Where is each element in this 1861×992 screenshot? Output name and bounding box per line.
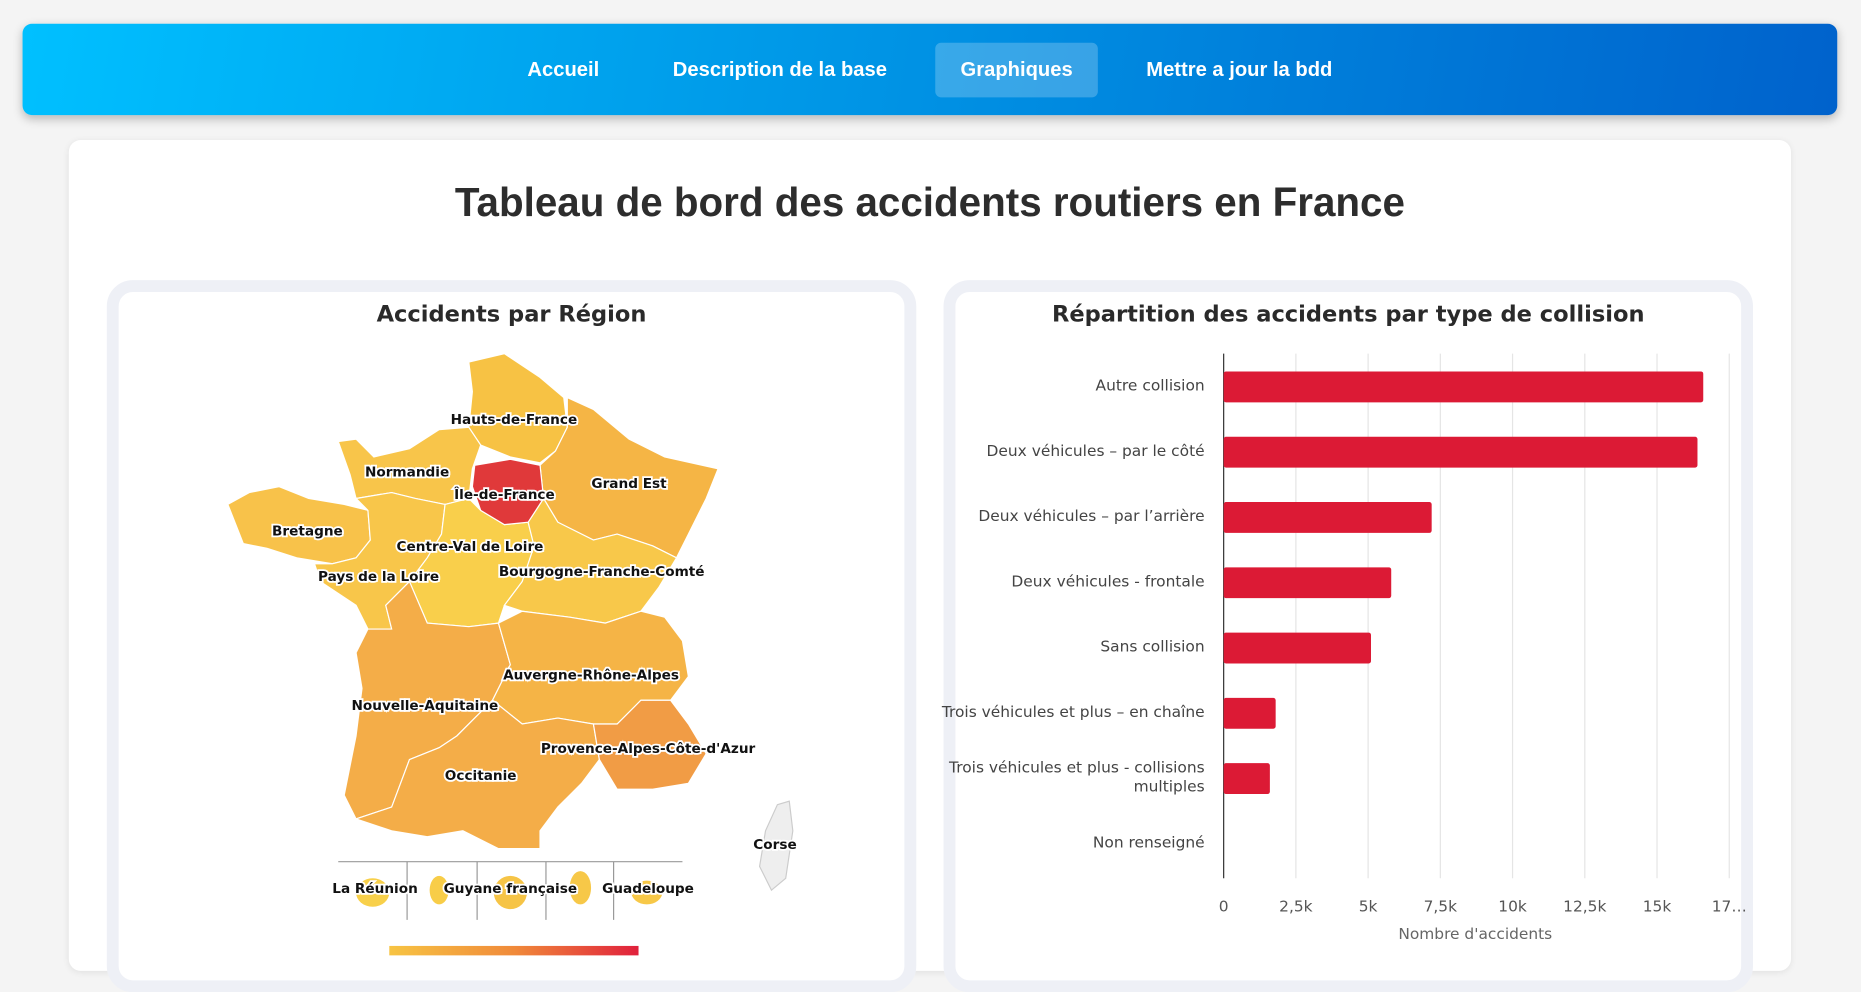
bar xyxy=(1223,567,1392,599)
island xyxy=(631,880,663,905)
category-label: Deux véhicules - frontale xyxy=(1011,573,1205,592)
bar xyxy=(1223,632,1371,664)
region-label: Nouvelle-Aquitaine xyxy=(351,698,498,714)
x-tick-label: 7,5k xyxy=(1424,898,1458,916)
bar xyxy=(1223,763,1270,795)
nav-link[interactable]: Mettre a jour la bdd xyxy=(1146,57,1333,81)
island xyxy=(493,875,527,910)
category-label: Autre collision xyxy=(1095,377,1205,396)
graphics: Accidents par Région Répartition des acc… xyxy=(227,302,1747,956)
x-tick-label: 15k xyxy=(1643,898,1672,916)
region-label: La Réunion xyxy=(332,881,417,897)
x-tick-label: 17… xyxy=(1712,898,1747,916)
category-label: Trois véhicules et plus - collisions mul… xyxy=(949,759,1205,797)
category-label: Non renseigné xyxy=(1092,834,1205,853)
region xyxy=(468,353,568,464)
region xyxy=(471,458,545,526)
region-label: Bourgogne-Franche-Comté xyxy=(499,564,705,580)
color-legend xyxy=(389,945,639,956)
region-labels: Hauts-de-France Normandie Île-de-France … xyxy=(270,410,798,898)
region-label: Pays de la Loire xyxy=(318,569,439,585)
category-label: Sans collision xyxy=(1100,638,1205,657)
x-tick-label: 2,5k xyxy=(1279,898,1313,916)
body: {"nav": {"items": ["Accueil", "Descripti… xyxy=(22,23,1838,992)
region xyxy=(758,800,794,892)
x-tick-label: 5k xyxy=(1359,898,1378,916)
x-tick-label: 0 xyxy=(1219,898,1229,916)
nav-link[interactable]: Accueil xyxy=(527,57,600,81)
chart-title: Répartition des accidents par type de co… xyxy=(1052,302,1645,328)
region-label: Guyane française xyxy=(444,881,577,897)
navbar: Accueil Description de la base Graphiques M… xyxy=(22,23,1838,116)
map-title: Accidents par Région xyxy=(377,302,647,328)
region xyxy=(592,699,707,790)
map xyxy=(227,353,794,892)
region-label: Centre-Val de Loire xyxy=(397,539,544,555)
page: Tableau de bord html, body { margin: 0; … xyxy=(22,23,1838,992)
x-tick-label: 12,5k xyxy=(1563,898,1606,916)
region xyxy=(503,497,678,624)
stage: Accueil Description de la base Graphiques M… xyxy=(22,23,1838,992)
x-tick-label: 10k xyxy=(1498,898,1527,916)
bar xyxy=(1223,436,1698,468)
bar xyxy=(1223,502,1432,533)
region-label: Île-de-France xyxy=(454,485,555,503)
region-label: Hauts-de-France xyxy=(451,412,578,428)
category-label: Trois véhicules et plus – en chaîne xyxy=(941,703,1205,722)
category-label: Deux véhicules – par l’arrière xyxy=(978,507,1205,526)
inset-frame xyxy=(338,861,683,920)
category-label: Deux véhicules – par le côté xyxy=(986,442,1205,461)
island xyxy=(356,878,390,907)
region-label: Occitanie xyxy=(445,768,517,784)
region-label: Auvergne-Rhône-Alpes xyxy=(503,667,679,683)
nav-link[interactable]: Graphiques xyxy=(935,42,1098,97)
island xyxy=(569,871,592,905)
nav-link[interactable]: Description de la base xyxy=(672,57,887,81)
region-label: Provence-Alpes-Côte-d'Azur xyxy=(541,741,756,757)
bar-chart: 0 2,5k 5k 7,5k 10k 12,5k 15k 17… Nombre d'accide… xyxy=(1219,353,1747,943)
region-label: Guadeloupe xyxy=(602,881,694,897)
overseas-shapes xyxy=(356,871,663,910)
island xyxy=(429,875,449,905)
region-label: Corse xyxy=(753,837,796,853)
region-label: Normandie xyxy=(365,464,449,480)
page-title: Tableau de bord des accidents routiers e… xyxy=(454,180,1405,226)
x-axis-title: Nombre d'accidents xyxy=(1398,925,1552,943)
region-label: Grand Est xyxy=(591,476,667,492)
bar xyxy=(1223,371,1704,403)
region xyxy=(354,699,600,850)
region-label: Bretagne xyxy=(272,524,343,540)
bar xyxy=(1223,697,1276,729)
